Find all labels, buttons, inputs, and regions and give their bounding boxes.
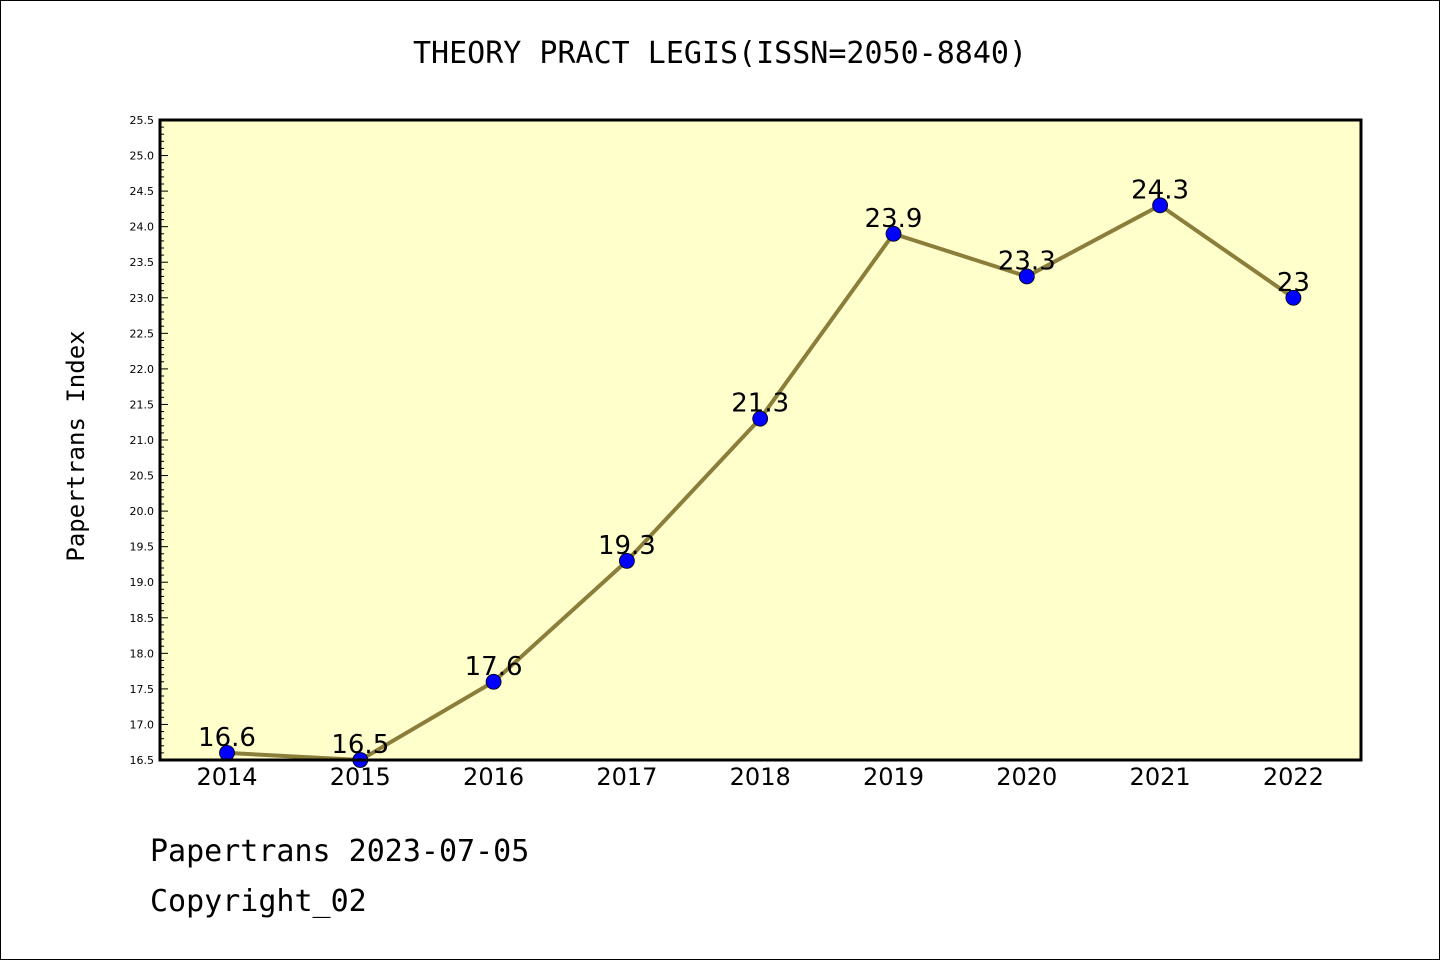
y-tick-label: 16.5 bbox=[130, 754, 155, 767]
footer-date: Papertrans 2023-07-05 bbox=[150, 834, 530, 869]
x-tick-label: 2016 bbox=[463, 763, 524, 791]
x-tick-label: 2020 bbox=[996, 763, 1057, 791]
data-point bbox=[1018, 268, 1035, 285]
plot-area bbox=[160, 120, 1361, 760]
data-point bbox=[485, 673, 502, 690]
x-tick-label: 2022 bbox=[1263, 763, 1324, 791]
y-tick-label: 25.0 bbox=[130, 150, 155, 163]
y-tick-label: 19.5 bbox=[130, 541, 155, 554]
data-label: 23 bbox=[1277, 268, 1310, 298]
y-tick-label: 23.0 bbox=[130, 292, 155, 305]
x-tick-label: 2014 bbox=[196, 763, 257, 791]
data-label: 23.9 bbox=[865, 204, 923, 234]
y-tick-label: 21.5 bbox=[130, 398, 155, 411]
data-point bbox=[1152, 197, 1168, 214]
y-tick-label: 18.5 bbox=[130, 612, 155, 625]
x-tick-label: 2019 bbox=[863, 763, 924, 791]
data-point bbox=[885, 225, 902, 242]
data-label: 16.6 bbox=[198, 723, 256, 753]
chart-title: THEORY PRACT LEGIS(ISSN=2050-8840) bbox=[412, 36, 1028, 71]
data-point bbox=[1285, 289, 1302, 306]
data-point bbox=[619, 552, 635, 569]
y-tick-label: 25.5 bbox=[130, 114, 155, 127]
data-point bbox=[752, 410, 769, 427]
data-label: 19.3 bbox=[598, 531, 656, 561]
y-tick-label: 18.0 bbox=[130, 647, 155, 660]
plot-border bbox=[158, 118, 1363, 762]
y-tick-label: 24.5 bbox=[130, 185, 155, 198]
footer-copyright: Copyright_02 bbox=[150, 884, 367, 919]
y-tick-label: 17.0 bbox=[130, 718, 155, 731]
y-tick-label: 24.0 bbox=[130, 221, 155, 234]
x-tick-label: 2017 bbox=[596, 763, 657, 791]
y-tick-label: 20.0 bbox=[130, 505, 155, 518]
y-tick-label: 22.5 bbox=[130, 327, 155, 340]
x-tick-label: 2018 bbox=[730, 763, 791, 791]
y-tick-label: 23.5 bbox=[130, 256, 155, 269]
data-label: 21.3 bbox=[731, 389, 789, 419]
x-tick-label: 2021 bbox=[1130, 763, 1191, 791]
data-label: 17.6 bbox=[465, 652, 523, 682]
y-tick-label: 21.0 bbox=[130, 434, 155, 447]
y-tick-label: 20.5 bbox=[130, 470, 155, 483]
data-label: 23.3 bbox=[998, 246, 1056, 276]
data-label: 16.5 bbox=[331, 730, 389, 760]
y-tick-label: 17.5 bbox=[130, 683, 155, 696]
y-tick-label: 19.0 bbox=[130, 576, 155, 589]
y-tick-label: 22.0 bbox=[130, 363, 155, 376]
data-label: 24.3 bbox=[1131, 175, 1189, 205]
